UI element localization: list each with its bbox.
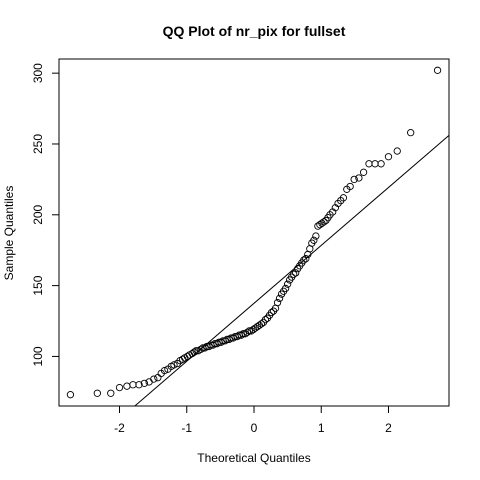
data-point [359,168,368,176]
data-point [257,320,266,328]
data-point [150,375,158,383]
x-tick-label: 0 [251,421,258,435]
x-tick-label: -2 [114,421,125,435]
data-point [123,382,131,390]
data-point [310,236,318,244]
data-point [312,232,320,240]
x-tick-label: -1 [181,421,192,435]
data-point [205,342,213,351]
y-tick-label: 250 [31,134,45,154]
data-point [154,374,162,382]
data-point [221,337,229,345]
data-point [346,182,354,191]
data-point [407,128,415,137]
data-point [292,269,300,277]
x-tick-label: 2 [385,421,392,435]
x-tick-label: 1 [318,421,325,435]
data-point [129,381,137,389]
data-point [393,147,401,155]
y-tick-label: 150 [31,275,45,295]
y-tick-label: 100 [31,346,45,366]
data-point [229,334,237,342]
reference-line-group [134,134,450,407]
data-point [283,280,292,288]
data-point [350,175,358,184]
data-point [267,308,276,317]
x-axis-label: Theoretical Quantiles [197,451,310,465]
data-point [213,340,221,348]
data-point [275,294,284,303]
data-point [245,327,253,335]
y-tick-label: 300 [31,63,45,83]
data-point [377,160,385,168]
reference-line [134,134,450,407]
data-point [233,332,241,341]
data-point [115,383,124,392]
data-point [239,330,247,338]
y-tick-label: 200 [31,204,45,224]
data-point [243,328,251,337]
data-point [93,389,101,397]
data-point [170,361,178,369]
data-point [107,389,115,397]
data-point [261,315,270,324]
data-point [237,331,245,339]
chart-title: QQ Plot of nr_pix for fullset [163,23,346,39]
data-point [281,284,290,293]
y-axis: 100 150 200 250 300 [31,63,60,366]
data-point [339,194,348,202]
data-point [160,366,169,375]
data-point [140,379,149,387]
x-axis: -2 -1 0 1 2 [114,405,392,435]
data-point [135,381,143,389]
data-point [66,391,75,399]
data-point [384,153,393,161]
data-points [66,66,442,399]
data-point [355,174,363,182]
data-point [197,345,205,353]
data-point [273,298,282,307]
data-point [217,338,225,346]
data-point [209,341,217,349]
data-point [320,218,328,226]
data-point [225,335,233,344]
data-point [433,66,442,74]
plot-frame [58,58,450,407]
y-axis-label: Sample Quantiles [2,186,16,281]
data-point [302,255,310,263]
data-point [290,270,298,278]
data-point [300,256,308,264]
data-point [371,160,379,168]
data-point [365,160,373,168]
